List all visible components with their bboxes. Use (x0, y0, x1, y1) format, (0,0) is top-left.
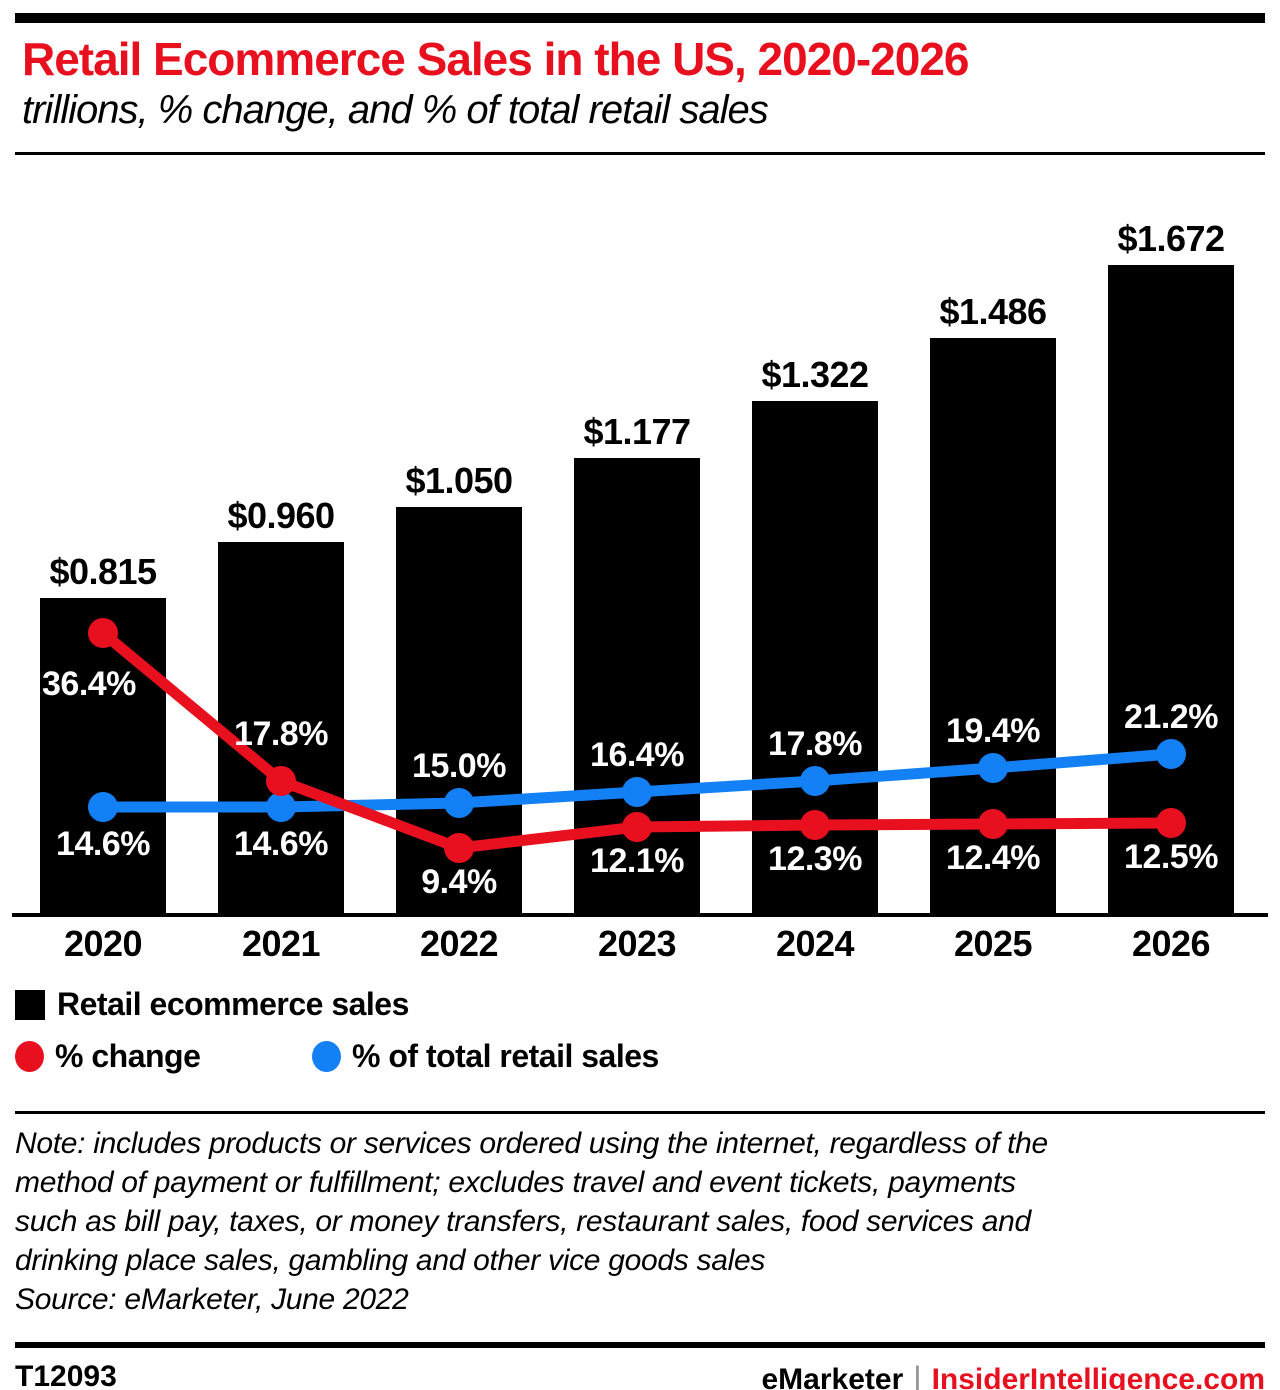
pct-of-total-label: 21.2% (1124, 698, 1218, 736)
pct-of-total-label: 19.4% (946, 712, 1040, 750)
pct-change-label: 12.3% (768, 840, 862, 878)
bar-value-label: $0.960 (227, 495, 334, 536)
source-line: Source: eMarketer, June 2022 (15, 1283, 409, 1316)
bar-value-label: $1.177 (583, 411, 690, 452)
x-axis-label: 2023 (598, 923, 676, 964)
pct-change-point (88, 618, 118, 648)
pct-of-total-label: 17.8% (768, 725, 862, 763)
bar-value-label: $1.050 (405, 460, 512, 501)
page-subtitle: trillions, % change, and % of total reta… (22, 88, 769, 132)
bar-value-label: $1.486 (939, 291, 1046, 332)
footer-divider (15, 1342, 1265, 1348)
pct-of-total-label: 16.4% (590, 736, 684, 774)
pct-of-total-point (266, 792, 296, 822)
page-title: Retail Ecommerce Sales in the US, 2020-2… (22, 33, 970, 85)
legend-item-pct-change: % change (15, 1038, 201, 1075)
pct-change-label: 12.5% (1124, 838, 1218, 876)
bar-value-label: $1.322 (761, 354, 868, 395)
red-line-swatch (15, 1041, 44, 1072)
bar-value-label: $0.815 (49, 551, 157, 592)
note-line: such as bill pay, taxes, or money transf… (15, 1205, 1031, 1238)
x-axis-label: 2021 (242, 923, 321, 964)
pct-change-point (978, 809, 1008, 839)
bar-2021 (218, 542, 344, 917)
footer-brands: eMarketer | InsiderIntelligence.com (761, 1360, 1265, 1390)
brand-separator: | (913, 1360, 922, 1390)
brand-insider-intelligence: InsiderIntelligence.com (931, 1363, 1265, 1390)
pct-of-total-point (622, 777, 652, 807)
pct-of-total-label: 15.0% (412, 747, 506, 785)
legend-label: % change (55, 1038, 201, 1074)
brand-emarketer: eMarketer (761, 1363, 904, 1390)
legend-label: % of total retail sales (352, 1038, 659, 1074)
pct-of-total-point (88, 792, 118, 822)
bar-series-swatch (15, 989, 45, 1020)
note-divider (15, 1111, 1265, 1114)
pct-of-total-point (978, 753, 1008, 783)
bar-2020 (40, 598, 166, 917)
pct-change-label: 9.4% (421, 863, 497, 901)
pct-change-label: 12.1% (590, 842, 684, 880)
pct-change-point (622, 812, 652, 842)
pct-change-point (444, 833, 474, 863)
pct-of-total-label: 14.6% (56, 825, 150, 863)
x-axis-label: 2020 (64, 923, 142, 964)
bar-value-label: $1.672 (1117, 218, 1224, 259)
pct-change-point (266, 766, 296, 796)
x-axis-label: 2022 (420, 923, 498, 964)
chart-id: T12093 (15, 1360, 117, 1390)
x-axis-label: 2024 (776, 923, 855, 964)
note-line: Note: includes products or services orde… (15, 1127, 1048, 1160)
top-accent-bar (15, 13, 1265, 23)
note-block: Note: includes products or services orde… (15, 1124, 1265, 1319)
pct-change-point (800, 810, 830, 840)
note-line: drinking place sales, gambling and other… (15, 1244, 766, 1277)
note-line: method of payment or fulfillment; exclud… (15, 1166, 1016, 1199)
header-divider (15, 152, 1265, 155)
blue-line-swatch (312, 1041, 341, 1072)
bar-line-chart: $0.815 $0.960 $1.050 $1.177 $1.322 $1.486 $1.6… (12, 218, 1268, 964)
pct-change-label: 36.4% (42, 665, 136, 703)
pct-of-total-point (444, 788, 474, 818)
legend-label: Retail ecommerce sales (57, 986, 409, 1022)
legend-item-pct-of-total: % of total retail sales (312, 1038, 659, 1075)
x-axis-label: 2025 (954, 923, 1033, 964)
pct-change-point (1156, 808, 1186, 838)
pct-of-total-point (1156, 739, 1186, 769)
pct-change-label: 12.4% (946, 839, 1040, 877)
pct-of-total-point (800, 766, 830, 796)
legend-item-retail-ecommerce-sales: Retail ecommerce sales (15, 986, 409, 1023)
pct-change-label: 17.8% (234, 715, 328, 753)
x-axis-label: 2026 (1132, 923, 1210, 964)
x-axis-line (12, 913, 1268, 917)
pct-of-total-label: 14.6% (234, 825, 328, 863)
